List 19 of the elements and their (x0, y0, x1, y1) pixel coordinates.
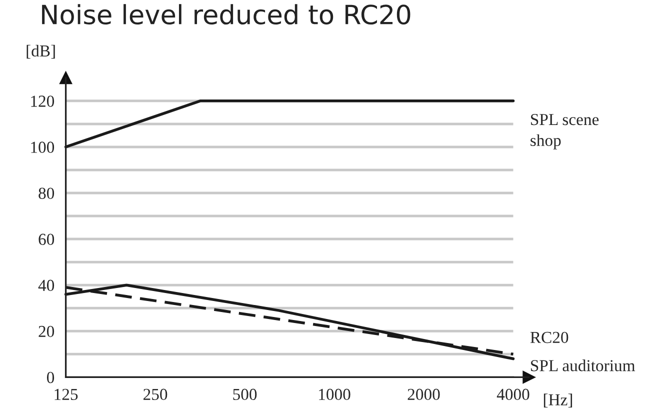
y-tick-label: 40 (38, 280, 54, 292)
y-tick-label: 0 (46, 372, 54, 384)
y-axis-title: [dB] (26, 44, 55, 59)
x-tick-label: 1000 (319, 388, 350, 400)
y-tick-label: 80 (38, 188, 54, 199)
series-label: RC20 (530, 332, 568, 344)
x-tick-label: 500 (233, 388, 257, 400)
series-label: SPL scene shop (530, 114, 599, 150)
y-tick-label: 100 (31, 142, 54, 153)
y-tick-label: 20 (38, 326, 54, 338)
series-label: SPL auditorium (531, 360, 636, 372)
x-tick-label: 2000 (408, 388, 440, 400)
x-tick-label: 125 (54, 388, 78, 400)
x-tick-label: 4000 (496, 388, 530, 400)
x-axis-title: [Hz] (544, 394, 572, 408)
x-tick-label: 250 (144, 388, 168, 400)
chart-title: Noise level reduced to RC20 (42, 4, 410, 25)
y-tick-label: 60 (38, 234, 54, 246)
y-tick-label: 120 (31, 96, 54, 107)
